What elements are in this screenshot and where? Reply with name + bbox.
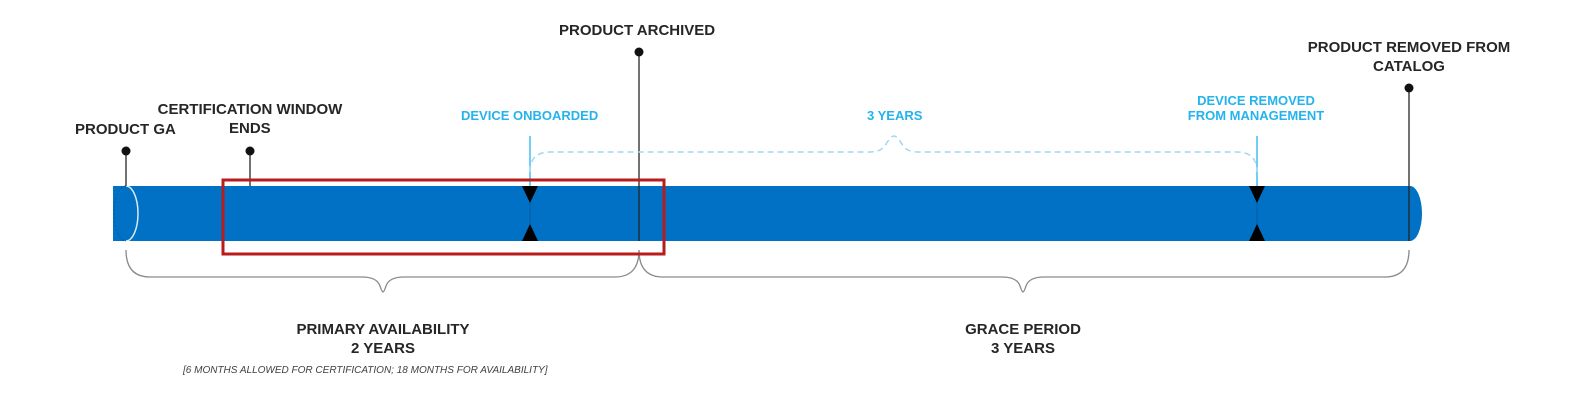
product-removed-label: PRODUCT REMOVED FROM CATALOG: [1296, 38, 1522, 76]
product-removed-marker-dot: [1404, 83, 1414, 93]
highlight-box: [221, 178, 666, 256]
timeline-bar-start-rim-inner: [113, 185, 127, 242]
primary-availability-title: PRIMARY AVAILABILITY: [296, 321, 470, 338]
timeline-bar: [113, 186, 1410, 241]
device-span-label: 3 YEARS: [867, 108, 923, 123]
timeline-bar-start-cap: [114, 186, 138, 241]
grace-period-duration: 3 YEARS: [991, 340, 1055, 357]
device-removed-line2: FROM MANAGEMENT: [1187, 108, 1325, 123]
device-span-dashed-brace: [529, 135, 1258, 173]
device-onboarded-label: DEVICE ONBOARDED: [461, 108, 599, 123]
device-removed-line1: DEVICE REMOVED: [1197, 93, 1315, 108]
product-removed-line2: CATALOG: [1373, 58, 1445, 75]
primary-availability-note: [6 MONTHS ALLOWED FOR CERTIFICATION; 18 …: [183, 365, 548, 376]
device-removed-triangle-up: [1249, 224, 1265, 241]
grace-period-title: GRACE PERIOD: [965, 321, 1081, 338]
product-ga-marker-dot: [121, 146, 131, 156]
timeline-bar-start-rim: [125, 185, 139, 242]
device-onboarded-triangle-up: [522, 224, 538, 241]
primary-availability-duration: 2 YEARS: [351, 340, 415, 357]
grace-period-brace: [638, 249, 1410, 293]
product-removed-line1: PRODUCT REMOVED FROM: [1307, 39, 1511, 56]
primary-availability-label: PRIMARY AVAILABILITY 2 YEARS: [253, 320, 513, 358]
certification-window-ends-line1: CERTIFICATION WINDOW: [157, 101, 343, 118]
product-archived-label: PRODUCT ARCHIVED: [559, 22, 716, 39]
grace-period-label: GRACE PERIOD 3 YEARS: [923, 320, 1123, 358]
certification-window-marker-dot: [245, 146, 255, 156]
product-archived-marker-dot: [634, 47, 644, 57]
primary-availability-brace: [125, 249, 640, 293]
certification-window-ends-line2: ENDS: [229, 120, 271, 137]
device-onboarded-triangle-down: [522, 186, 538, 203]
product-ga-label: PRODUCT GA: [75, 121, 176, 138]
device-removed-triangle-down: [1249, 186, 1265, 203]
certification-window-ends-label: CERTIFICATION WINDOW ENDS: [150, 100, 350, 138]
timeline-bar-end-cap: [1398, 186, 1422, 241]
device-removed-label: DEVICE REMOVED FROM MANAGEMENT: [1176, 93, 1336, 123]
